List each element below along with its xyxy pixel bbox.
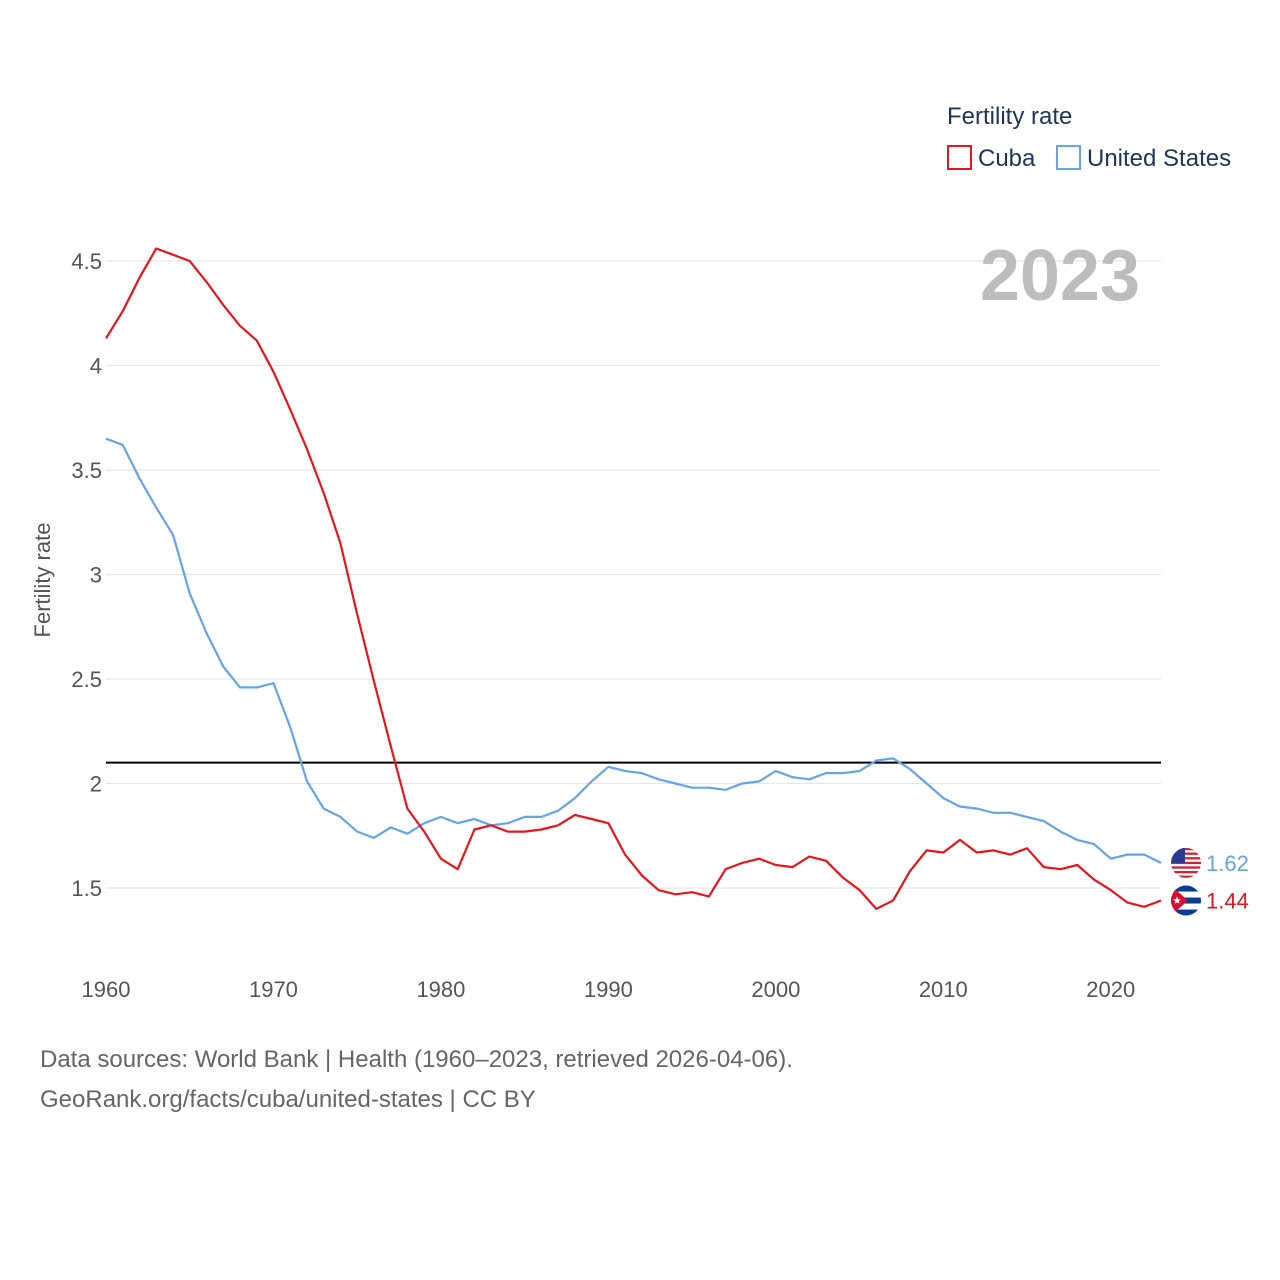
y-tick-label: 2: [90, 772, 102, 797]
grid-lines: [106, 260, 1161, 889]
legend-label-united-states: United States: [1087, 145, 1231, 172]
y-tick-label: 3: [90, 563, 102, 588]
y-tick-label: 2.5: [71, 667, 102, 692]
x-axis: 1960 1970 1980 1990 2000 2010 2020: [82, 977, 1136, 1002]
series-group: [105, 247, 1162, 911]
end-markers: 1.62 1.44: [1171, 847, 1249, 916]
cuba-flag-icon: [1171, 885, 1201, 916]
legend-swatch-cuba: [947, 145, 972, 170]
series-line-cuba: [105, 247, 1162, 911]
x-tick-label: 2020: [1086, 977, 1135, 1002]
footer: Data sources: World Bank | Health (1960–…: [40, 1040, 793, 1120]
x-tick-label: 1960: [82, 977, 131, 1002]
legend-label-cuba: Cuba: [978, 145, 1036, 172]
x-tick-label: 2000: [751, 977, 800, 1002]
x-tick-label: 2010: [919, 977, 968, 1002]
y-tick-label: 3.5: [71, 458, 102, 483]
legend-title: Fertility rate: [947, 103, 1072, 130]
x-tick-label: 1990: [584, 977, 633, 1002]
y-axis: 1.5 2 2.5 3 3.5 4 4.5: [71, 249, 102, 901]
legend-swatch-united-states: [1056, 145, 1081, 170]
footer-link[interactable]: GeoRank.org/facts/cuba/united-states | C…: [40, 1086, 536, 1113]
legend: Fertility rate Cuba United States: [947, 103, 1231, 172]
footer-sources: Data sources: World Bank | Health (1960–…: [40, 1046, 793, 1073]
us-flag-icon: [1171, 847, 1201, 878]
year-label: 2023: [980, 236, 1140, 316]
y-tick-label: 4.5: [71, 249, 102, 274]
y-tick-label: 4: [90, 354, 102, 379]
y-tick-label: 1.5: [71, 876, 102, 901]
end-label-cuba: 1.44: [1206, 889, 1249, 914]
x-tick-label: 1980: [416, 977, 465, 1002]
end-label-united-states: 1.62: [1206, 851, 1249, 876]
series-line-united-states: [105, 437, 1162, 864]
x-tick-label: 1970: [249, 977, 298, 1002]
y-axis-title: Fertility rate: [30, 523, 55, 638]
